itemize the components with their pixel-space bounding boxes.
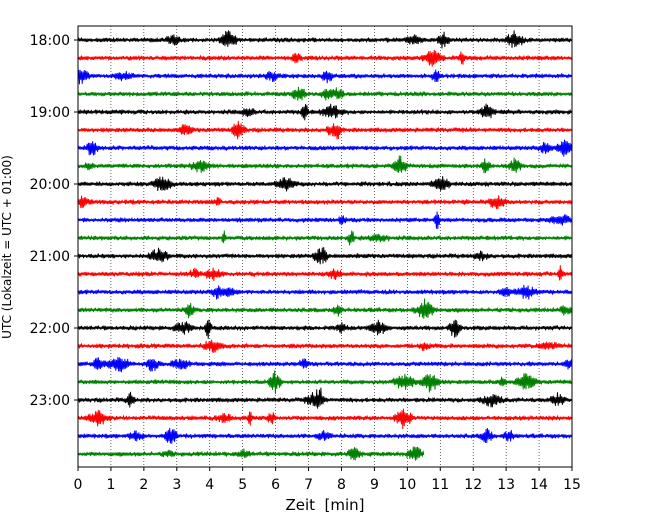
trace-2315 bbox=[77, 408, 572, 430]
trace-1815 bbox=[77, 49, 572, 67]
x-tick-label: 6 bbox=[271, 477, 280, 493]
x-axis-label: Zeit [min] bbox=[285, 496, 364, 514]
x-tick-label: 12 bbox=[464, 477, 482, 493]
x-tick-label: 14 bbox=[530, 477, 548, 493]
y-axis-ticks: 18:00 19:00 20:00 21:00 22:00 23:00 bbox=[30, 33, 78, 409]
plot-frame bbox=[77, 25, 573, 468]
trace-2115 bbox=[77, 265, 572, 282]
x-axis-ticks: 0 1 2 3 4 5 6 7 8 9 10 11 12 13 14 15 bbox=[74, 467, 581, 493]
seismic-traces bbox=[77, 30, 572, 461]
trace-1845 bbox=[77, 86, 572, 101]
trace-1915 bbox=[77, 120, 572, 140]
trace-2230 bbox=[77, 356, 572, 373]
trace-2030 bbox=[77, 211, 572, 230]
trace-2200 bbox=[77, 319, 572, 339]
x-tick-label: 10 bbox=[398, 477, 416, 493]
y-tick-label: 18:00 bbox=[30, 33, 70, 49]
x-tick-label: 3 bbox=[172, 477, 181, 493]
y-tick-label: 21:00 bbox=[30, 249, 70, 265]
trace-2100 bbox=[77, 247, 572, 265]
x-tick-label: 8 bbox=[337, 477, 346, 493]
x-tick-label: 11 bbox=[431, 477, 449, 493]
x-tick-label: 13 bbox=[497, 477, 515, 493]
trace-1930 bbox=[77, 139, 572, 157]
trace-2300 bbox=[77, 387, 572, 409]
trace-1900 bbox=[77, 103, 572, 121]
x-tick-label: 4 bbox=[205, 477, 214, 493]
x-tick-label: 0 bbox=[74, 477, 83, 493]
x-tick-label: 7 bbox=[304, 477, 313, 493]
trace-2000 bbox=[77, 176, 572, 192]
x-tick-label: 2 bbox=[139, 477, 148, 493]
y-axis-label: UTC (Lokalzeit = UTC + 01:00) bbox=[0, 155, 14, 339]
trace-1945 bbox=[77, 155, 572, 174]
trace-2245 bbox=[77, 370, 572, 395]
trace-1830 bbox=[77, 69, 572, 85]
y-tick-label: 19:00 bbox=[30, 105, 70, 121]
trace-2130 bbox=[77, 284, 572, 300]
trace-1800 bbox=[77, 30, 572, 49]
x-tick-label: 15 bbox=[563, 477, 581, 493]
x-tick-label: 5 bbox=[238, 477, 247, 493]
y-tick-label: 23:00 bbox=[30, 393, 70, 409]
trace-2045 bbox=[77, 230, 572, 246]
y-tick-label: 22:00 bbox=[30, 321, 70, 337]
y-tick-label: 20:00 bbox=[30, 177, 70, 193]
trace-2215 bbox=[77, 339, 572, 354]
x-tick-label: 9 bbox=[370, 477, 379, 493]
trace-2345 bbox=[77, 446, 425, 461]
x-tick-label: 1 bbox=[106, 477, 115, 493]
trace-2145 bbox=[77, 298, 572, 319]
trace-2015 bbox=[77, 195, 572, 210]
trace-2330 bbox=[77, 427, 572, 444]
